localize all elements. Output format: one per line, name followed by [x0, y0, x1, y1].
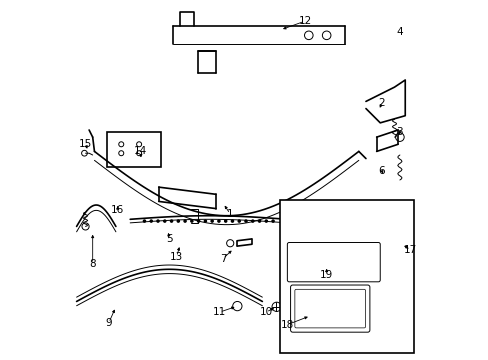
FancyBboxPatch shape: [287, 243, 380, 282]
Circle shape: [271, 220, 274, 222]
FancyBboxPatch shape: [294, 289, 365, 328]
Circle shape: [183, 220, 186, 222]
Text: 2: 2: [378, 98, 385, 108]
Circle shape: [238, 220, 240, 222]
Circle shape: [258, 220, 260, 222]
Text: 7: 7: [219, 253, 226, 264]
Text: 11: 11: [212, 307, 225, 317]
Circle shape: [211, 220, 213, 222]
Text: 1: 1: [226, 209, 233, 219]
Text: 15: 15: [79, 139, 92, 149]
Text: 17: 17: [403, 245, 416, 255]
Text: 14: 14: [134, 147, 147, 157]
Text: 13: 13: [170, 252, 183, 262]
Circle shape: [197, 220, 199, 222]
Circle shape: [190, 220, 193, 222]
Text: 16: 16: [111, 205, 124, 215]
Circle shape: [244, 220, 246, 222]
Circle shape: [218, 220, 220, 222]
Circle shape: [157, 220, 159, 222]
Circle shape: [170, 220, 172, 222]
Circle shape: [163, 220, 165, 222]
Circle shape: [251, 220, 253, 222]
Text: 10: 10: [259, 307, 272, 317]
Circle shape: [204, 220, 206, 222]
Circle shape: [143, 220, 145, 222]
Text: 8: 8: [89, 259, 96, 269]
Text: 9: 9: [105, 318, 112, 328]
Bar: [280, 200, 413, 353]
Text: 5: 5: [166, 234, 172, 244]
Circle shape: [264, 220, 267, 222]
Text: 12: 12: [298, 16, 311, 26]
Circle shape: [177, 220, 179, 222]
Text: 4: 4: [396, 27, 403, 37]
Circle shape: [150, 220, 152, 222]
Text: 6: 6: [378, 166, 385, 176]
Circle shape: [231, 220, 233, 222]
Circle shape: [224, 220, 226, 222]
FancyBboxPatch shape: [107, 132, 160, 167]
Text: 18: 18: [280, 320, 293, 330]
Text: 19: 19: [319, 270, 333, 280]
Text: 3: 3: [396, 127, 403, 137]
FancyBboxPatch shape: [290, 285, 369, 332]
